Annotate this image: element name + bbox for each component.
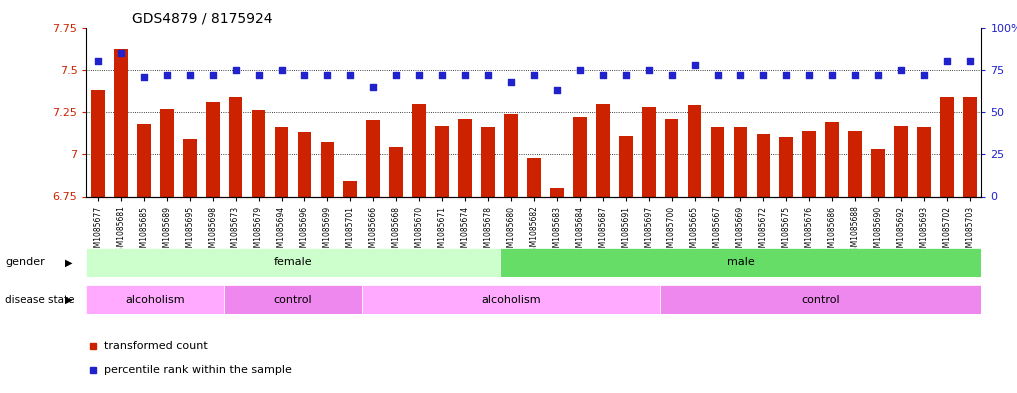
Bar xyxy=(826,122,839,196)
Point xyxy=(135,73,152,80)
Bar xyxy=(733,127,747,196)
Point xyxy=(89,58,106,64)
Bar xyxy=(229,97,242,196)
Bar xyxy=(459,119,472,196)
Bar xyxy=(779,138,793,196)
Bar xyxy=(412,104,426,196)
Point xyxy=(549,87,565,93)
Text: percentile rank within the sample: percentile rank within the sample xyxy=(105,365,292,375)
Bar xyxy=(940,97,954,196)
Point xyxy=(732,72,749,78)
Bar xyxy=(963,97,976,196)
Text: transformed count: transformed count xyxy=(105,340,208,351)
Bar xyxy=(660,285,981,314)
Point xyxy=(572,67,588,73)
Point xyxy=(502,79,519,85)
Bar xyxy=(366,120,380,196)
Bar xyxy=(481,127,495,196)
Bar xyxy=(251,110,265,196)
Point xyxy=(204,72,221,78)
Point xyxy=(686,62,703,68)
Point xyxy=(939,58,955,64)
Bar xyxy=(205,102,220,196)
Point xyxy=(457,72,473,78)
Bar xyxy=(596,104,609,196)
Bar xyxy=(504,114,518,196)
Bar xyxy=(757,134,770,196)
Text: ▶: ▶ xyxy=(65,295,73,305)
Point xyxy=(847,72,863,78)
Text: control: control xyxy=(274,295,312,305)
Point xyxy=(411,72,427,78)
Point xyxy=(893,67,909,73)
Bar xyxy=(298,132,311,196)
Bar xyxy=(320,142,335,196)
Text: control: control xyxy=(801,295,840,305)
Text: gender: gender xyxy=(5,257,45,267)
Bar xyxy=(86,285,224,314)
Bar xyxy=(137,124,151,196)
Bar xyxy=(573,117,587,196)
Point xyxy=(595,72,611,78)
Bar xyxy=(275,127,289,196)
Text: alcoholism: alcoholism xyxy=(125,295,185,305)
Point xyxy=(801,72,818,78)
Bar xyxy=(224,285,362,314)
Point xyxy=(526,72,542,78)
Point xyxy=(365,84,381,90)
Point xyxy=(870,72,886,78)
Text: male: male xyxy=(726,257,755,267)
Bar xyxy=(344,181,357,196)
Bar xyxy=(711,127,724,196)
Bar xyxy=(527,158,541,196)
Point xyxy=(319,72,336,78)
Bar xyxy=(86,248,499,277)
Point xyxy=(113,50,129,56)
Point xyxy=(388,72,405,78)
Point xyxy=(228,67,244,73)
Text: female: female xyxy=(274,257,312,267)
Point xyxy=(434,72,451,78)
Point xyxy=(296,72,312,78)
Point xyxy=(962,58,978,64)
Bar xyxy=(872,149,885,196)
Bar xyxy=(894,125,908,196)
Bar xyxy=(802,130,817,196)
Text: ▶: ▶ xyxy=(65,257,73,267)
Bar xyxy=(848,130,862,196)
Point xyxy=(641,67,657,73)
Point xyxy=(663,72,679,78)
Bar xyxy=(362,285,660,314)
Point xyxy=(182,72,198,78)
Text: alcoholism: alcoholism xyxy=(481,295,541,305)
Point xyxy=(159,72,175,78)
Point xyxy=(617,72,634,78)
Point xyxy=(756,72,772,78)
Bar xyxy=(92,90,105,196)
Point xyxy=(710,72,726,78)
Point xyxy=(480,72,496,78)
Point xyxy=(916,72,933,78)
Bar xyxy=(390,147,403,196)
Bar xyxy=(917,127,931,196)
Text: disease state: disease state xyxy=(5,295,74,305)
Bar xyxy=(687,105,702,196)
Bar xyxy=(435,125,450,196)
Bar xyxy=(550,188,563,196)
Point xyxy=(342,72,358,78)
Point xyxy=(274,67,290,73)
Bar xyxy=(618,136,633,196)
Point xyxy=(250,72,266,78)
Point xyxy=(824,72,840,78)
Point xyxy=(778,72,794,78)
Text: GDS4879 / 8175924: GDS4879 / 8175924 xyxy=(132,12,273,26)
Bar xyxy=(183,139,196,196)
Bar xyxy=(114,50,128,196)
Bar xyxy=(665,119,678,196)
Bar xyxy=(642,107,656,196)
Bar xyxy=(160,108,174,196)
Bar xyxy=(499,248,981,277)
